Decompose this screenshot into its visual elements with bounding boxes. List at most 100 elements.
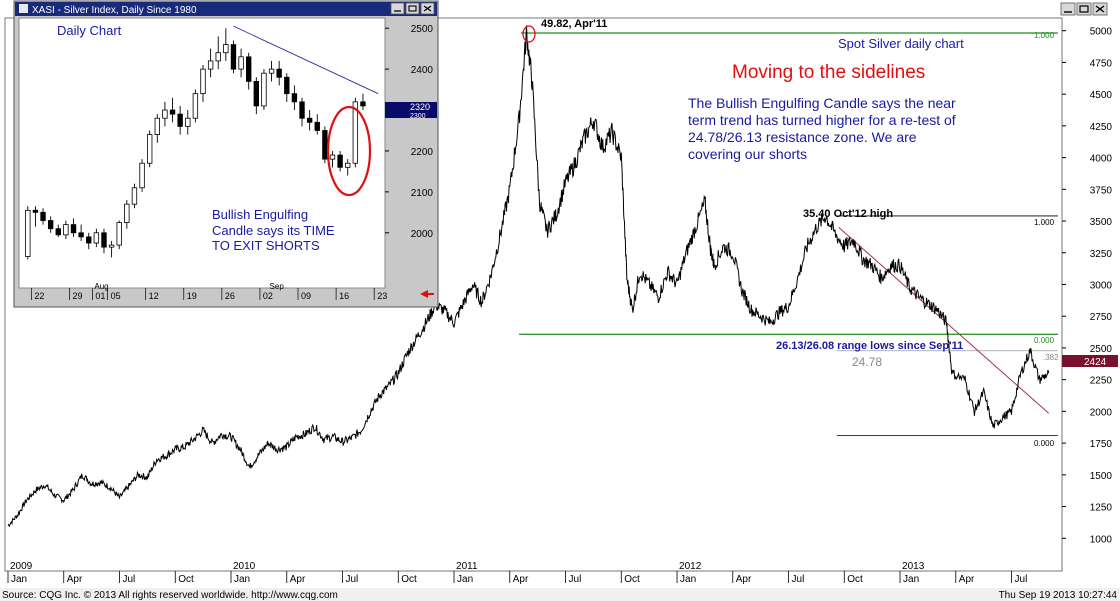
fib-mid-label: 1.000 bbox=[1034, 218, 1055, 227]
candle bbox=[25, 206, 31, 260]
candle bbox=[185, 110, 191, 135]
candle bbox=[169, 97, 176, 123]
candle bbox=[162, 101, 168, 127]
x-month-label: Jan bbox=[457, 574, 473, 585]
inset-trendline bbox=[233, 25, 379, 95]
candle-body bbox=[360, 101, 366, 107]
inset-y-tick-label: 2100 bbox=[411, 188, 434, 199]
candle bbox=[40, 208, 46, 225]
x-month-label: Apr bbox=[67, 574, 83, 585]
y-tick-label: 1000 bbox=[1090, 534, 1113, 545]
candle-body bbox=[215, 52, 221, 62]
commentary-line-2: term trend has turned higher for a re-te… bbox=[688, 112, 956, 128]
candle-body bbox=[146, 134, 153, 164]
inset-title: XASI - Silver Index, Daily Since 1980 bbox=[32, 5, 197, 16]
candle bbox=[268, 60, 275, 82]
y-tick-label: 3250 bbox=[1090, 249, 1113, 260]
candle bbox=[32, 206, 39, 227]
y-tick-label: 1750 bbox=[1090, 439, 1113, 450]
main-restore-button[interactable] bbox=[1076, 2, 1092, 16]
candle bbox=[223, 28, 229, 61]
inset-plot-area bbox=[18, 17, 386, 289]
candle-body bbox=[268, 68, 275, 74]
inset-price-badge-text-2: 2300 bbox=[410, 113, 426, 120]
commentary-line-4: covering our shorts bbox=[688, 146, 807, 162]
y-tick-label: 3000 bbox=[1090, 280, 1113, 291]
candle-body bbox=[246, 56, 252, 82]
x-year-label: 2013 bbox=[902, 561, 925, 572]
candle bbox=[276, 60, 282, 86]
candle bbox=[314, 114, 320, 135]
x-month-label: Jul bbox=[346, 574, 359, 585]
x-year-label: 2009 bbox=[10, 561, 33, 572]
x-month-label: Jan bbox=[680, 574, 696, 585]
inset-note-line-2: Candle says its TIME bbox=[212, 223, 335, 238]
y-tick-label: 4250 bbox=[1090, 122, 1113, 133]
candle-body bbox=[40, 211, 46, 221]
inset-month-label: Aug bbox=[94, 282, 108, 291]
commentary-line-1: The Bullish Engulfing Candle says the ne… bbox=[688, 95, 956, 111]
candle bbox=[306, 110, 313, 131]
price-series-line bbox=[7, 25, 1050, 528]
candle bbox=[78, 224, 84, 241]
candle bbox=[329, 150, 336, 168]
headline: Moving to the sidelines bbox=[732, 62, 925, 83]
inset-x-tick-label: 29 bbox=[73, 291, 83, 301]
level-label: 24.78 bbox=[852, 355, 882, 369]
candle bbox=[230, 40, 237, 74]
candle-body bbox=[47, 220, 54, 230]
candle-body bbox=[177, 113, 183, 127]
inset-minimize-button[interactable] bbox=[390, 2, 405, 15]
inset-titlebar[interactable] bbox=[15, 2, 437, 16]
inset-y-tick-label: 2200 bbox=[411, 147, 434, 158]
inset-daily-label: Daily Chart bbox=[57, 23, 122, 38]
candle bbox=[70, 218, 77, 237]
candle bbox=[261, 69, 267, 111]
x-month-label: Jul bbox=[123, 574, 136, 585]
x-month-label: Apr bbox=[513, 574, 529, 585]
candle-body bbox=[329, 154, 336, 160]
restore-icon bbox=[1079, 5, 1089, 13]
inset-x-tick-label: 22 bbox=[34, 291, 44, 301]
y-tick-label: 2000 bbox=[1090, 407, 1113, 418]
scroll-arrow-icon[interactable] bbox=[420, 290, 434, 298]
candle-body bbox=[192, 93, 199, 119]
candle-body bbox=[223, 44, 229, 54]
footer-timestamp: Thu Sep 19 2013 10:27:44 bbox=[999, 590, 1118, 601]
main-price-badge-text: 2424 bbox=[1084, 357, 1107, 368]
candle-body bbox=[32, 209, 39, 213]
spot-label: Spot Silver daily chart bbox=[838, 36, 964, 51]
inset-y-tick-label: 2400 bbox=[411, 65, 434, 76]
candle bbox=[116, 220, 122, 250]
candle-body bbox=[93, 232, 100, 244]
inset-x-tick-label: 12 bbox=[149, 291, 159, 301]
candle-body bbox=[337, 154, 343, 168]
main-minimize-button[interactable] bbox=[1060, 2, 1076, 16]
candle bbox=[63, 220, 69, 239]
x-month-label: Oct bbox=[401, 574, 417, 585]
inset-x-tick-label: 02 bbox=[263, 291, 273, 301]
candle-body bbox=[25, 209, 31, 257]
candle-body bbox=[253, 80, 260, 107]
x-month-label: Jul bbox=[1015, 574, 1028, 585]
y-tick-label: 3500 bbox=[1090, 217, 1113, 228]
main-window-controls bbox=[1060, 2, 1108, 16]
candle bbox=[101, 228, 107, 254]
candle-body bbox=[261, 72, 267, 107]
candle-body bbox=[185, 117, 191, 127]
candle bbox=[200, 65, 206, 102]
candle-body bbox=[314, 121, 320, 131]
main-price-badge: 2424 bbox=[1062, 355, 1118, 368]
inset-price-badge-text: 2320 bbox=[410, 102, 430, 112]
inset-x-tick-label: 23 bbox=[377, 291, 387, 301]
candle bbox=[47, 216, 54, 233]
candle-body bbox=[276, 68, 282, 78]
x-month-label: Jul bbox=[792, 574, 805, 585]
candle bbox=[154, 114, 160, 143]
x-month-label: Jan bbox=[903, 574, 919, 585]
peak-label: 49.82, Apr'11 bbox=[541, 18, 607, 30]
inset-restore-button[interactable] bbox=[405, 2, 420, 15]
fib-range-label: 0.000 bbox=[1034, 336, 1055, 345]
close-icon bbox=[1095, 5, 1105, 13]
